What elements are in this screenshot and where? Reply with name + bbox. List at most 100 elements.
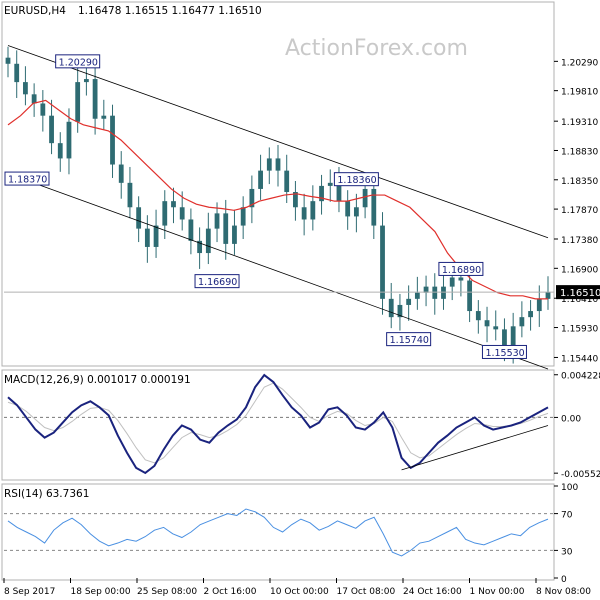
macd-y-tick-label: -0.005521: [561, 470, 600, 480]
candle-body: [545, 292, 551, 299]
price-y-tick-label: 1.20290: [561, 58, 598, 68]
candle-body: [171, 201, 176, 208]
rsi-y-tick-label: 70: [561, 511, 573, 521]
candle-body: [284, 170, 290, 192]
x-tick-label: 18 Sep 00:00: [71, 587, 131, 597]
x-tick-label: 8 Nov 08:00: [536, 587, 591, 597]
watermark: ActionForex.com: [285, 36, 468, 61]
candle-body: [397, 304, 403, 318]
candle-body: [449, 277, 455, 287]
candle-body: [536, 298, 542, 312]
price-callout-label: 1.20290: [59, 57, 98, 68]
macd-main-line: [7, 373, 549, 475]
price-y-tick-label: 1.19810: [561, 88, 598, 98]
candle-body: [502, 329, 507, 348]
candle-body: [40, 103, 46, 116]
candle-body: [23, 82, 28, 95]
price-y-tick-label: 1.16410: [561, 295, 598, 305]
rsi-panel-frame: [1, 483, 555, 581]
candle-body: [205, 228, 211, 254]
macd-title: MACD(12,26,9) 0.001017 0.000191: [4, 374, 191, 386]
candle-body: [179, 207, 185, 220]
candle-body: [92, 79, 98, 119]
candle-body: [406, 298, 412, 305]
candle-body: [249, 188, 255, 208]
candle-body: [475, 311, 481, 321]
ohlc-label: 1.16478 1.16515 1.16477 1.16510: [78, 5, 262, 17]
rsi-path: [7, 508, 549, 557]
candle-body: [458, 277, 464, 281]
candle-body: [414, 292, 420, 299]
candle-body: [232, 225, 237, 244]
macd-lines: [7, 373, 549, 475]
candle-body: [136, 207, 142, 229]
candle-body: [57, 143, 63, 159]
candle-body: [144, 228, 150, 247]
price-y-tick-label: 1.17870: [561, 206, 598, 216]
macd-y-axis: 0.004228 0.00 -0.005521: [554, 372, 600, 480]
candle-body: [528, 311, 533, 318]
candle-body: [519, 317, 525, 327]
price-y-axis: 1.20290 1.19810 1.19310 1.18830 1.18350 1.178…: [554, 58, 598, 364]
candle-body: [5, 57, 11, 64]
price-y-tick-label: 1.15440: [561, 354, 598, 364]
candle-body: [423, 286, 429, 293]
candle-body: [441, 286, 446, 299]
current-price-badge: 1.16510: [556, 285, 600, 300]
symbol-label: EURUSD,H4: [4, 5, 66, 17]
candle-body: [432, 286, 438, 299]
candle-body: [258, 170, 263, 189]
candle-body: [75, 82, 81, 122]
price-callout-label: 1.15740: [390, 335, 429, 346]
price-callout-label: 1.18370: [8, 175, 47, 186]
price-y-tick-label: 1.19310: [561, 118, 598, 128]
price-callout-box: [481, 344, 527, 359]
candle-body: [301, 207, 307, 220]
candle-body: [66, 121, 72, 159]
candle-body: [266, 158, 272, 171]
trend-channel: [7, 45, 549, 370]
x-tick-label: 10 Oct 00:00: [270, 587, 329, 597]
candle-body: [327, 182, 333, 186]
candle-body: [31, 94, 37, 104]
rsi-levels: [4, 513, 554, 551]
candle-body: [223, 213, 229, 244]
x-tick-label: 8 Sep 2017: [4, 587, 55, 597]
candle-body: [353, 207, 359, 217]
rsi-y-axis: 100 70 30 0: [554, 483, 578, 585]
price-callout-box: [438, 261, 484, 276]
candle-body: [240, 207, 246, 226]
candle-body: [362, 188, 368, 208]
candle-body: [380, 225, 385, 299]
rsi-line: [7, 508, 549, 557]
rsi-y-tick-label: 30: [561, 547, 573, 557]
candle-body: [319, 185, 324, 202]
macd-trendline: [401, 425, 549, 471]
candle-body: [14, 63, 20, 83]
candle-body: [214, 213, 220, 229]
x-tick-label: 1 Nov 00:00: [470, 587, 525, 597]
price-y-tick-label: 1.17380: [561, 236, 598, 246]
candle-body: [197, 240, 203, 254]
price-callout-label: 1.16890: [442, 265, 481, 276]
macd-y-tick-label: 0.00: [561, 414, 581, 424]
candle-body: [127, 182, 133, 208]
price-candles: [5, 46, 551, 364]
rsi-y-tick-label: 100: [561, 483, 578, 493]
candle-body: [83, 79, 89, 83]
candle-body: [336, 182, 342, 202]
rsi-y-tick-label: 0: [561, 575, 567, 585]
candle-body: [153, 225, 159, 247]
x-tick-label: 17 Oct 08:00: [337, 587, 396, 597]
price-y-tick-label: 1.18830: [561, 147, 598, 157]
candle-body: [510, 326, 516, 348]
candle-body: [467, 280, 473, 312]
price-callout-box: [4, 171, 50, 186]
macd-y-tick-label: 0.004228: [561, 372, 600, 382]
x-tick-label: 24 Oct 16:00: [403, 587, 462, 597]
channel-upper-line: [7, 45, 549, 239]
candle-body: [188, 219, 194, 241]
channel-lower-line: [7, 173, 549, 370]
candle-body: [293, 192, 298, 208]
